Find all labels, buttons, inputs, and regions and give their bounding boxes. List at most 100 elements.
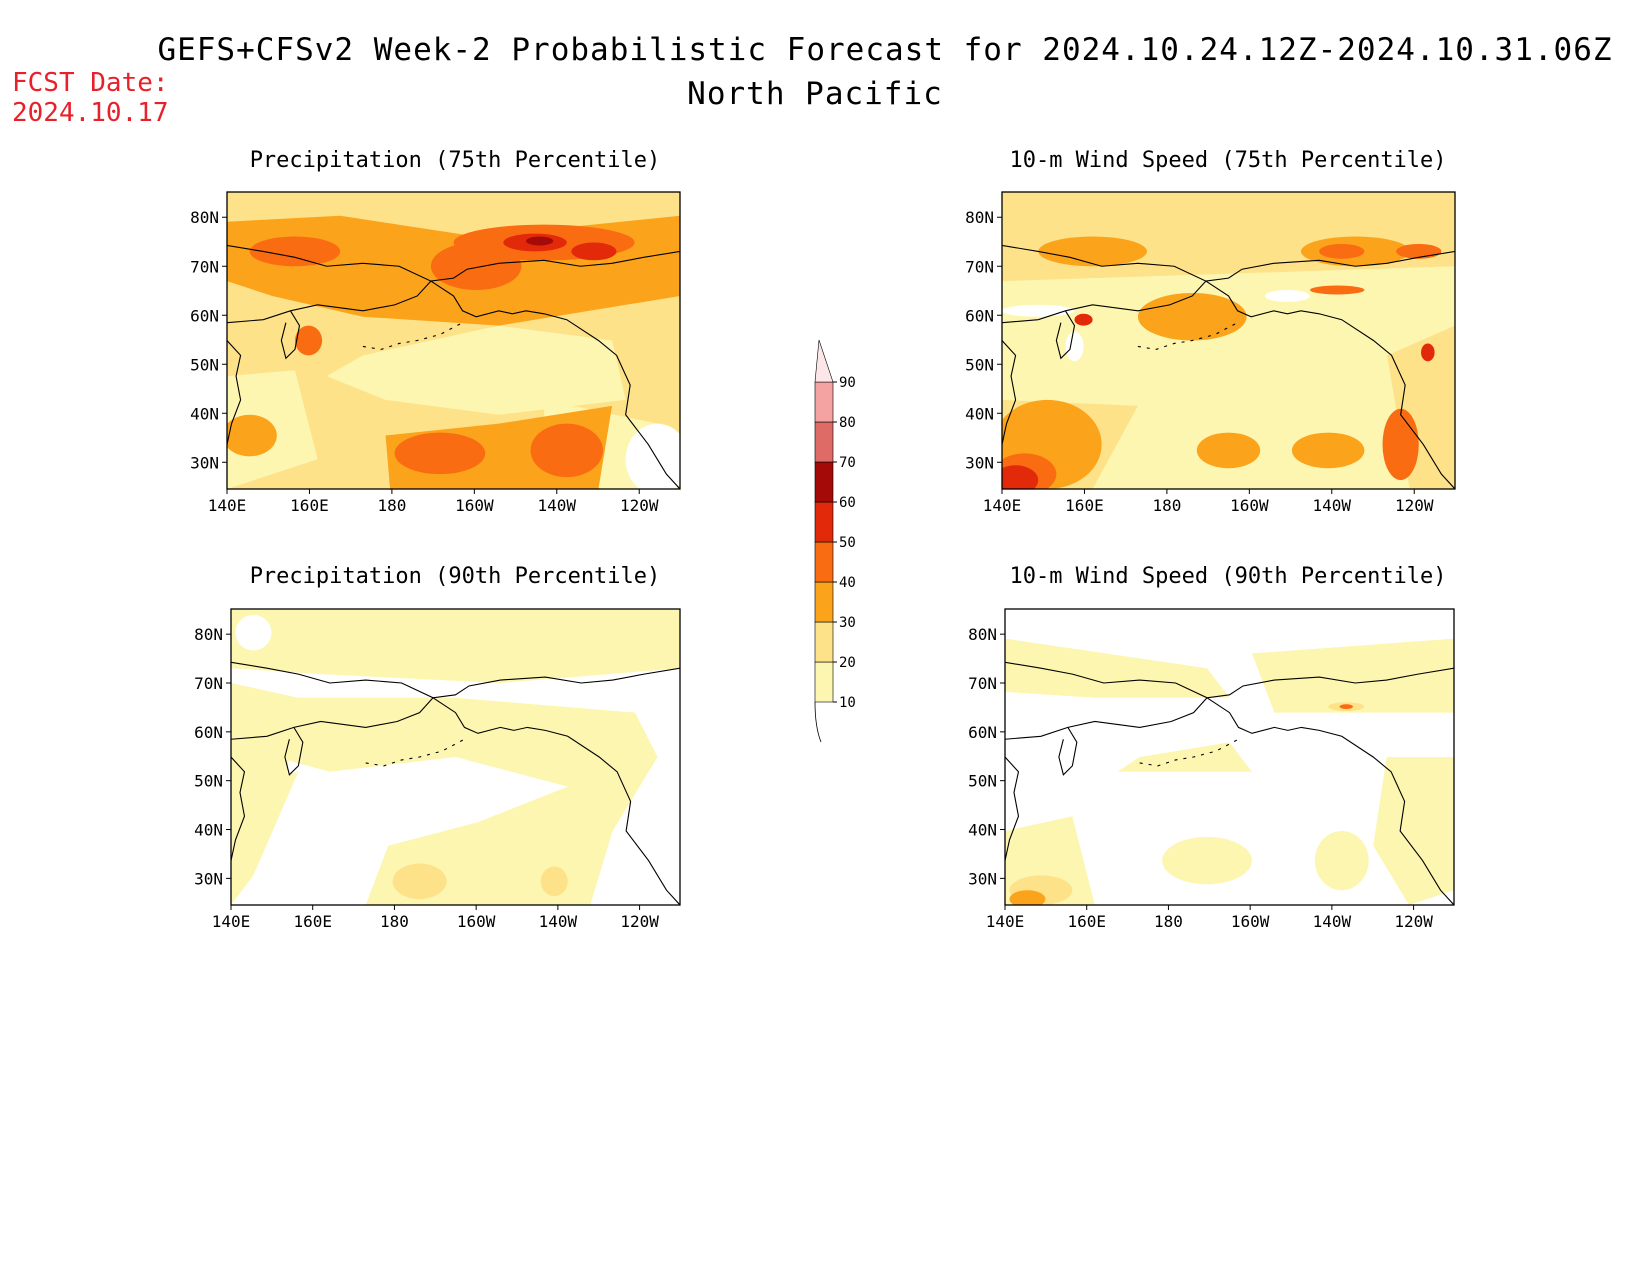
probability-contour <box>625 423 680 489</box>
coastline <box>227 244 680 282</box>
probability-contour <box>617 810 680 882</box>
lat-label: 80N <box>194 625 223 644</box>
lat-label: 30N <box>968 869 997 888</box>
lon-label: 160W <box>1230 496 1269 515</box>
probability-contour <box>1074 313 1093 326</box>
probability-contour <box>1314 831 1369 891</box>
colorbar-swatch <box>814 461 834 503</box>
probability-contour <box>1162 836 1252 885</box>
colorbar-label: 10 <box>839 695 856 711</box>
probability-contour <box>326 325 626 415</box>
panel-title: 10-m Wind Speed (75th Percentile) <box>1009 148 1447 173</box>
colorbar-end-bottom <box>814 701 822 743</box>
wind-90-field <box>1005 609 1454 905</box>
colorbar-swatch <box>814 501 834 543</box>
colorbar-label: 60 <box>839 495 856 511</box>
coastline <box>430 280 680 489</box>
aleutian-islands <box>362 322 463 350</box>
lon-label: 140W <box>1313 912 1352 931</box>
probability-contour <box>231 771 299 905</box>
coastline <box>231 697 434 740</box>
forecast-date-value: 2024.10.17 <box>12 98 169 128</box>
probability-contour <box>1421 343 1435 362</box>
coastline <box>1005 756 1020 861</box>
probability-contour <box>1291 432 1365 469</box>
colorbar-label: 80 <box>839 415 856 431</box>
lat-label: 50N <box>965 355 994 374</box>
coastline <box>1058 727 1078 776</box>
probability-contour <box>294 325 323 356</box>
coastline <box>1055 310 1076 360</box>
probability-contour <box>249 236 341 267</box>
coastline <box>1205 280 1455 489</box>
map-frame <box>230 608 681 906</box>
probability-contour <box>227 414 277 457</box>
probability-contour <box>1009 890 1046 905</box>
coastline <box>280 310 301 360</box>
colorbar-label: 90 <box>839 375 856 391</box>
lon-label: 180 <box>1154 912 1183 931</box>
probability-contour <box>1339 704 1353 710</box>
lon-label: 140E <box>212 912 251 931</box>
colorbar-label: 20 <box>839 655 856 671</box>
coastline <box>231 756 246 861</box>
lon-label: 140W <box>539 912 578 931</box>
lat-label: 30N <box>190 453 219 472</box>
coastline <box>227 244 680 489</box>
map-frame <box>226 191 681 490</box>
probability-contour <box>394 432 486 475</box>
map-frame <box>1004 608 1455 906</box>
probability-contour <box>540 866 568 897</box>
coastline <box>1002 244 1455 489</box>
aleutian-islands <box>1137 322 1238 350</box>
colorbar-label: 30 <box>839 615 856 631</box>
lon-label: 120W <box>620 912 659 931</box>
probability-contour <box>1319 243 1365 259</box>
aleutian-islands <box>365 738 465 767</box>
probability-contour <box>231 609 680 683</box>
lon-label: 160E <box>293 912 332 931</box>
probability-contour <box>1396 243 1442 259</box>
lat-label: 80N <box>965 208 994 227</box>
probability-contour <box>1002 304 1075 317</box>
lon-label: 180 <box>377 496 406 515</box>
colorbar-swatch <box>814 621 834 663</box>
lat-label: 30N <box>965 453 994 472</box>
coastline <box>1005 697 1208 740</box>
lat-label: 30N <box>194 869 223 888</box>
probability-contour <box>1002 192 1455 282</box>
colorbar-swatch <box>814 581 834 623</box>
probability-contour <box>530 423 603 478</box>
probability-contour <box>1137 292 1247 341</box>
lat-label: 60N <box>968 723 997 742</box>
lat-label: 60N <box>965 306 994 325</box>
lon-label: 160E <box>1067 912 1106 931</box>
colorbar-swatch <box>814 541 834 583</box>
probability-contour <box>1251 638 1454 713</box>
probability-contour <box>1373 757 1454 905</box>
probability-contour <box>1196 432 1261 469</box>
lat-label: 70N <box>968 674 997 693</box>
colorbar-label: 70 <box>839 455 856 471</box>
colorbar-end-top <box>814 339 834 383</box>
coastline <box>1005 661 1454 905</box>
coastline <box>1002 340 1017 445</box>
coastline <box>1002 244 1455 282</box>
lon-label: 180 <box>380 912 409 931</box>
coastline <box>1206 697 1454 905</box>
lon-label: 140W <box>538 496 577 515</box>
colorbar-label: 50 <box>839 535 856 551</box>
lat-label: 50N <box>968 772 997 791</box>
forecast-date-label: FCST Date: <box>12 68 169 98</box>
lon-label: 140W <box>1313 496 1352 515</box>
lon-label: 120W <box>620 496 659 515</box>
page-subtitle: North Pacific <box>687 76 943 112</box>
coastline <box>227 280 432 324</box>
lon-label: 140E <box>986 912 1025 931</box>
lat-label: 60N <box>190 306 219 325</box>
probability-contour <box>1382 408 1419 481</box>
coastline <box>1005 661 1454 699</box>
probability-contour <box>571 242 617 261</box>
coastline <box>432 697 680 905</box>
lat-label: 40N <box>194 821 223 840</box>
